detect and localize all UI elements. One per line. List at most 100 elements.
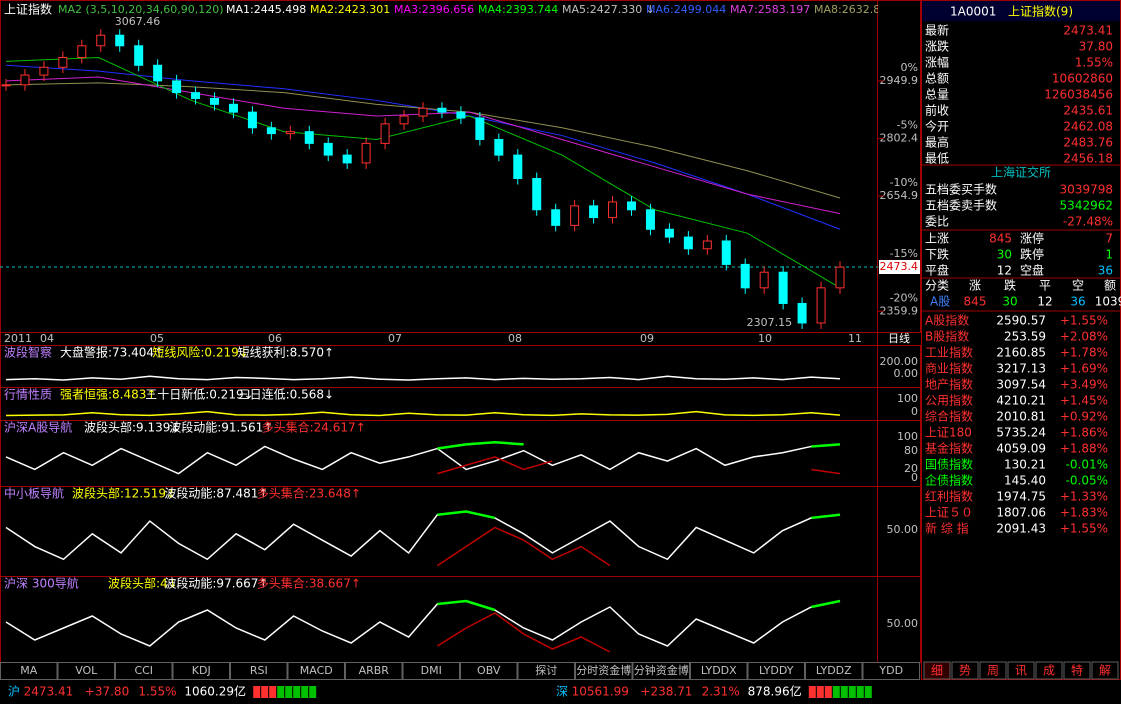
candle <box>475 117 485 140</box>
table-header: 额 <box>1104 279 1116 293</box>
panel-axis-label: 50.00 <box>887 617 919 630</box>
panel-item: 波段动能:91.561↑ <box>169 420 273 435</box>
candle <box>683 236 693 250</box>
table-cell: 36 <box>1070 295 1085 309</box>
candle <box>399 115 409 125</box>
side-tab-label: 讯 <box>1015 664 1027 678</box>
side-tab[interactable] <box>1007 661 1035 680</box>
candle <box>513 154 523 180</box>
status-item: 深 <box>556 685 568 699</box>
pct-label: -5% <box>897 119 918 132</box>
indicator-tab-label: 探讨 <box>535 664 557 677</box>
indicator-tab[interactable] <box>632 662 690 680</box>
table-cell: 845 <box>964 295 987 309</box>
side-tab[interactable] <box>1091 661 1119 680</box>
order-value: 3039798 <box>1060 183 1113 197</box>
date-label: 11 <box>848 332 862 345</box>
indicator-tab[interactable] <box>287 662 345 680</box>
pct-label: 0% <box>901 61 918 74</box>
side-tab[interactable] <box>923 661 951 680</box>
panel-item: 波段动能:97.667↑ <box>164 576 268 591</box>
candle <box>437 107 447 113</box>
candle <box>456 111 466 119</box>
index-change: +1.83% <box>1060 506 1108 520</box>
indicator-tab[interactable] <box>0 662 58 680</box>
price-label: 2802.4 <box>880 132 919 145</box>
status-meter <box>293 686 301 698</box>
panel-item: 波段头部:9.139↓ <box>84 420 180 435</box>
indicator-tab-label: VOL <box>75 664 98 677</box>
date-label: 04 <box>40 332 54 345</box>
indicator-tab[interactable] <box>862 662 920 680</box>
candle <box>191 92 201 99</box>
indicator-line <box>5 410 841 417</box>
indicator-tab[interactable] <box>172 662 230 680</box>
side-tab[interactable] <box>979 661 1007 680</box>
indicator-tab[interactable] <box>402 662 460 680</box>
indicator-line <box>437 599 496 612</box>
indicator-tab[interactable] <box>690 662 748 680</box>
date-label: 08 <box>508 332 522 345</box>
panel-item: 大盘警报:73.404↑ <box>60 345 164 360</box>
side-tab-label: 势 <box>959 664 971 678</box>
panel-item: 短线风险:0.219↓ <box>152 345 248 360</box>
candle <box>778 271 788 304</box>
candle <box>96 34 106 47</box>
candle <box>494 138 504 156</box>
side-tab-label: 解 <box>1099 664 1111 678</box>
panel-title: 沪深A股导航 <box>4 420 72 435</box>
status-meter <box>301 686 309 698</box>
indicator-line <box>437 510 496 520</box>
quote-label: 涨跌 <box>925 39 949 54</box>
indicator-tab-label: 分钟资金博 <box>634 663 689 677</box>
indicator-line <box>5 510 841 561</box>
table-header: 跌 <box>1004 278 1016 293</box>
indicator-tab[interactable] <box>747 662 805 680</box>
date-label: 07 <box>388 332 402 345</box>
indicator-tab[interactable] <box>345 662 403 680</box>
indicator-tab[interactable] <box>575 662 633 680</box>
candle <box>721 240 731 265</box>
panel-item: 波段头部:12.519↓ <box>72 486 176 501</box>
candle <box>418 107 428 117</box>
panel-axis-label: 0 <box>911 405 918 418</box>
current-price-box <box>879 259 920 274</box>
index-value: 1807.06 <box>996 506 1046 520</box>
candle <box>20 74 30 86</box>
indicator-tab-label: MA <box>20 664 37 677</box>
status-bar <box>0 680 1121 704</box>
status-meter <box>832 686 840 698</box>
table-header: 分类 <box>925 279 949 293</box>
index-change: +1.55% <box>1060 314 1108 328</box>
status-item: 2473.41 <box>24 685 74 699</box>
pct-label: -10% <box>890 176 918 189</box>
indicator-tab[interactable] <box>115 662 173 680</box>
current-price-label: 2473.4 <box>880 260 919 273</box>
breadth-label: 空盘 <box>1020 263 1044 278</box>
side-tab[interactable] <box>1063 661 1091 680</box>
ma-label: MA8:2632.83 <box>814 3 887 16</box>
side-tab[interactable] <box>951 661 979 680</box>
status-meter <box>840 686 848 698</box>
indicator-tab[interactable] <box>517 662 575 680</box>
index-change: +1.55% <box>1060 522 1108 536</box>
pct-label: -20% <box>890 291 918 304</box>
indicator-line <box>436 612 611 653</box>
panel-item: 波段动能:87.481↑ <box>164 486 268 501</box>
table-header: 涨 <box>969 278 981 293</box>
panel-axis-label: 0 <box>911 471 918 484</box>
candle <box>570 205 580 226</box>
indicator-tab[interactable] <box>460 662 518 680</box>
index-value: 1974.75 <box>996 490 1046 504</box>
side-tab-label: 细 <box>931 664 943 678</box>
indicator-tab[interactable] <box>57 662 115 680</box>
candle <box>153 64 163 82</box>
side-tab[interactable] <box>1035 661 1063 680</box>
indicator-tab[interactable] <box>805 662 863 680</box>
candle <box>589 205 599 219</box>
side-tab-label: 周 <box>987 664 999 678</box>
indicator-tab[interactable] <box>230 662 288 680</box>
candle <box>1 84 11 87</box>
indicator-tab-label: ARBR <box>359 664 390 677</box>
